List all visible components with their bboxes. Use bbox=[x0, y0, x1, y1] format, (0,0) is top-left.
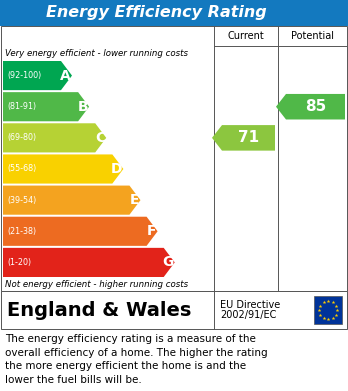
Text: E: E bbox=[130, 193, 140, 207]
Text: (69-80): (69-80) bbox=[7, 133, 36, 142]
Polygon shape bbox=[3, 92, 89, 121]
Text: (81-91): (81-91) bbox=[7, 102, 36, 111]
Text: (21-38): (21-38) bbox=[7, 227, 36, 236]
Polygon shape bbox=[3, 61, 72, 90]
Text: 2002/91/EC: 2002/91/EC bbox=[220, 310, 276, 320]
Text: B: B bbox=[78, 100, 88, 114]
Polygon shape bbox=[3, 217, 158, 246]
Text: Very energy efficient - lower running costs: Very energy efficient - lower running co… bbox=[5, 48, 188, 57]
Text: F: F bbox=[147, 224, 157, 238]
Polygon shape bbox=[212, 125, 275, 151]
Text: C: C bbox=[95, 131, 105, 145]
Text: A: A bbox=[60, 68, 71, 83]
Text: Current: Current bbox=[228, 31, 264, 41]
Text: England & Wales: England & Wales bbox=[7, 301, 191, 319]
Text: (55-68): (55-68) bbox=[7, 165, 36, 174]
Polygon shape bbox=[3, 248, 175, 277]
Text: 71: 71 bbox=[238, 130, 259, 145]
Polygon shape bbox=[3, 123, 106, 152]
Text: EU Directive: EU Directive bbox=[220, 300, 280, 310]
Bar bbox=[1, 291, 347, 329]
Text: G: G bbox=[162, 255, 174, 269]
Text: Energy Efficiency Rating: Energy Efficiency Rating bbox=[46, 5, 267, 20]
Text: (39-54): (39-54) bbox=[7, 196, 36, 204]
Bar bbox=[314, 296, 342, 324]
Polygon shape bbox=[276, 94, 345, 120]
Text: D: D bbox=[111, 162, 122, 176]
Bar bbox=[1, 26, 347, 291]
Polygon shape bbox=[3, 186, 141, 215]
Text: 85: 85 bbox=[305, 99, 326, 114]
Polygon shape bbox=[3, 154, 123, 183]
Text: The energy efficiency rating is a measure of the
overall efficiency of a home. T: The energy efficiency rating is a measur… bbox=[5, 334, 268, 385]
Text: Potential: Potential bbox=[292, 31, 334, 41]
Text: (1-20): (1-20) bbox=[7, 258, 31, 267]
Text: Not energy efficient - higher running costs: Not energy efficient - higher running co… bbox=[5, 280, 188, 289]
Bar bbox=[0, 0, 348, 26]
Text: (92-100): (92-100) bbox=[7, 71, 41, 80]
